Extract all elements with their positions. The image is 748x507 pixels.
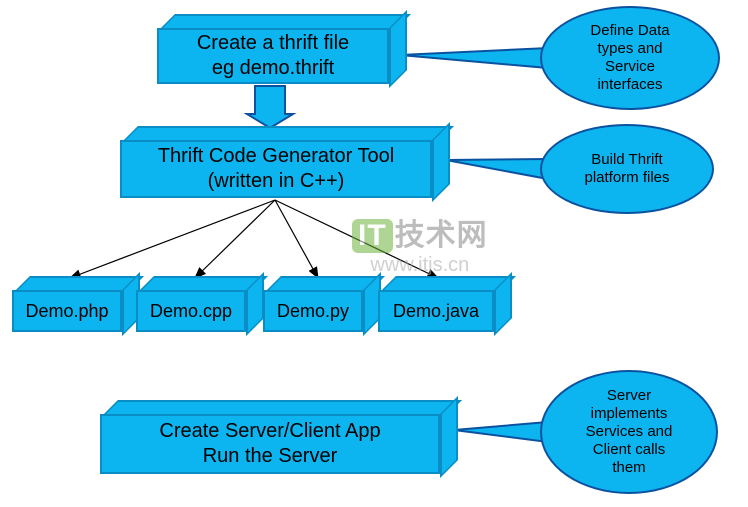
box-step2: Thrift Code Generator Tool(written in C+… bbox=[120, 140, 446, 212]
watermark: IT技术网 www.itjs.cn bbox=[352, 210, 488, 277]
box-step1-label: Create a thrift fileeg demo.thrift bbox=[157, 28, 389, 84]
box-step3-label: Create Server/Client AppRun the Server bbox=[100, 414, 440, 474]
watermark-badge: IT bbox=[352, 219, 393, 253]
box-out_cpp: Demo.cpp bbox=[136, 290, 260, 346]
box-out_php: Demo.php bbox=[12, 290, 136, 346]
box-out_cpp-label: Demo.cpp bbox=[136, 290, 246, 332]
box-step1: Create a thrift fileeg demo.thrift bbox=[157, 28, 403, 98]
box-step3: Create Server/Client AppRun the Server bbox=[100, 414, 454, 488]
watermark-text1: 技术网 bbox=[395, 219, 488, 252]
box-out_java: Demo.java bbox=[378, 290, 508, 346]
box-out_java-label: Demo.java bbox=[378, 290, 494, 332]
box-out_py-label: Demo.py bbox=[263, 290, 363, 332]
box-out_py: Demo.py bbox=[263, 290, 377, 346]
box-step2-label: Thrift Code Generator Tool(written in C+… bbox=[120, 140, 432, 198]
callout-c2-text: Build Thriftplatform files bbox=[540, 124, 714, 214]
watermark-text2: www.itjs.cn bbox=[352, 254, 488, 277]
callout-c1-text: Define Datatypes andServiceinterfaces bbox=[540, 6, 720, 110]
box-out_php-label: Demo.php bbox=[12, 290, 122, 332]
callout-c3-text: ServerimplementsServices andClient calls… bbox=[540, 370, 718, 494]
